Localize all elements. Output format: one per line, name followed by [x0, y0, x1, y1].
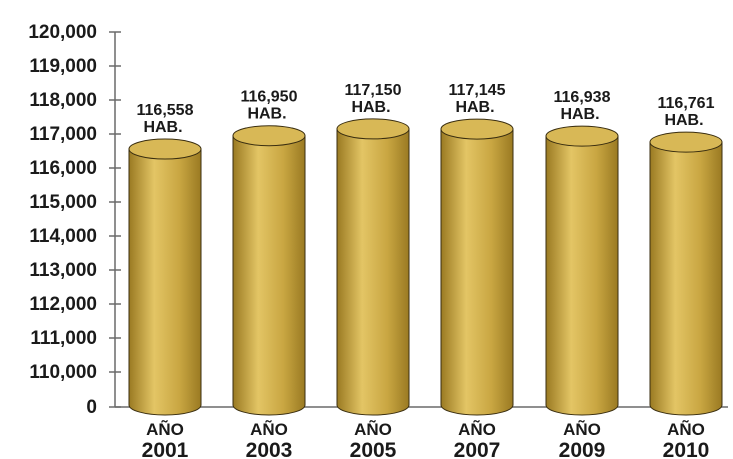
category-label-line1: AÑO: [667, 419, 705, 439]
data-label-value: 116,761: [658, 95, 715, 112]
y-tick-label: 0: [86, 397, 97, 418]
y-tick-label: 119,000: [29, 56, 97, 77]
category-label-line2: 2009: [559, 439, 606, 459]
data-label-unit: HAB.: [143, 119, 182, 136]
bar: [336, 118, 410, 416]
y-tick-label: 110,000: [29, 362, 97, 383]
data-label-value: 117,150: [345, 82, 402, 99]
data-label-value: 117,145: [449, 82, 506, 99]
y-tick-label: 115,000: [29, 192, 97, 213]
data-label-unit: HAB.: [664, 112, 703, 129]
bar-top: [545, 125, 619, 147]
data-label-unit: HAB.: [455, 99, 494, 116]
data-label-unit: HAB.: [247, 106, 286, 123]
y-axis-ticks: 0 110,000 111,000 112,000 113,000 114,000 115,…: [28, 22, 121, 418]
y-tick-label: 116,000: [29, 158, 97, 179]
y-tick-label: 111,000: [30, 328, 97, 349]
bar-body: [440, 128, 514, 416]
category-label-line1: AÑO: [354, 419, 392, 439]
data-label-value: 116,950: [241, 89, 298, 106]
bar-top: [440, 118, 514, 140]
category-label-line1: AÑO: [563, 419, 601, 439]
category-label-line2: 2005: [350, 439, 397, 459]
bar-body: [128, 148, 202, 416]
data-label-value: 116,558: [137, 102, 194, 119]
y-tick-label: 120,000: [28, 22, 97, 43]
axes: [114, 32, 728, 408]
category-label-line2: 2001: [142, 439, 189, 459]
data-labels: 116,558HAB.116,950HAB.117,150HAB.117,145…: [137, 82, 715, 136]
y-tick-label: 112,000: [29, 294, 97, 315]
category-label-line1: AÑO: [458, 419, 496, 439]
y-tick-label: 117,000: [29, 124, 97, 145]
category-label-line2: 2007: [454, 439, 501, 459]
bar: [545, 125, 619, 416]
bar: [440, 118, 514, 416]
y-tick-label: 113,000: [29, 260, 97, 281]
x-axis-categories: AÑO2001AÑO2003AÑO2005AÑO2007AÑO2009AÑO20…: [142, 419, 710, 459]
data-label-unit: HAB.: [351, 99, 390, 116]
bar-top: [232, 125, 306, 147]
bar-top: [649, 131, 723, 153]
bar: [232, 125, 306, 416]
bar-top: [336, 118, 410, 140]
y-tick-label: 118,000: [29, 90, 97, 111]
category-label-line1: AÑO: [250, 419, 288, 439]
bar: [128, 138, 202, 416]
category-label-line2: 2010: [663, 439, 710, 459]
bars: [128, 118, 723, 416]
bar-body: [545, 135, 619, 416]
category-label-line1: AÑO: [146, 419, 184, 439]
bar-body: [336, 128, 410, 416]
category-label-line2: 2003: [246, 439, 293, 459]
data-label-unit: HAB.: [560, 106, 599, 123]
y-tick-label: 114,000: [29, 226, 97, 247]
bar-body: [232, 135, 306, 416]
data-label-value: 116,938: [554, 89, 611, 106]
bar-top: [128, 138, 202, 160]
bar: [649, 131, 723, 416]
bar-body: [649, 141, 723, 416]
